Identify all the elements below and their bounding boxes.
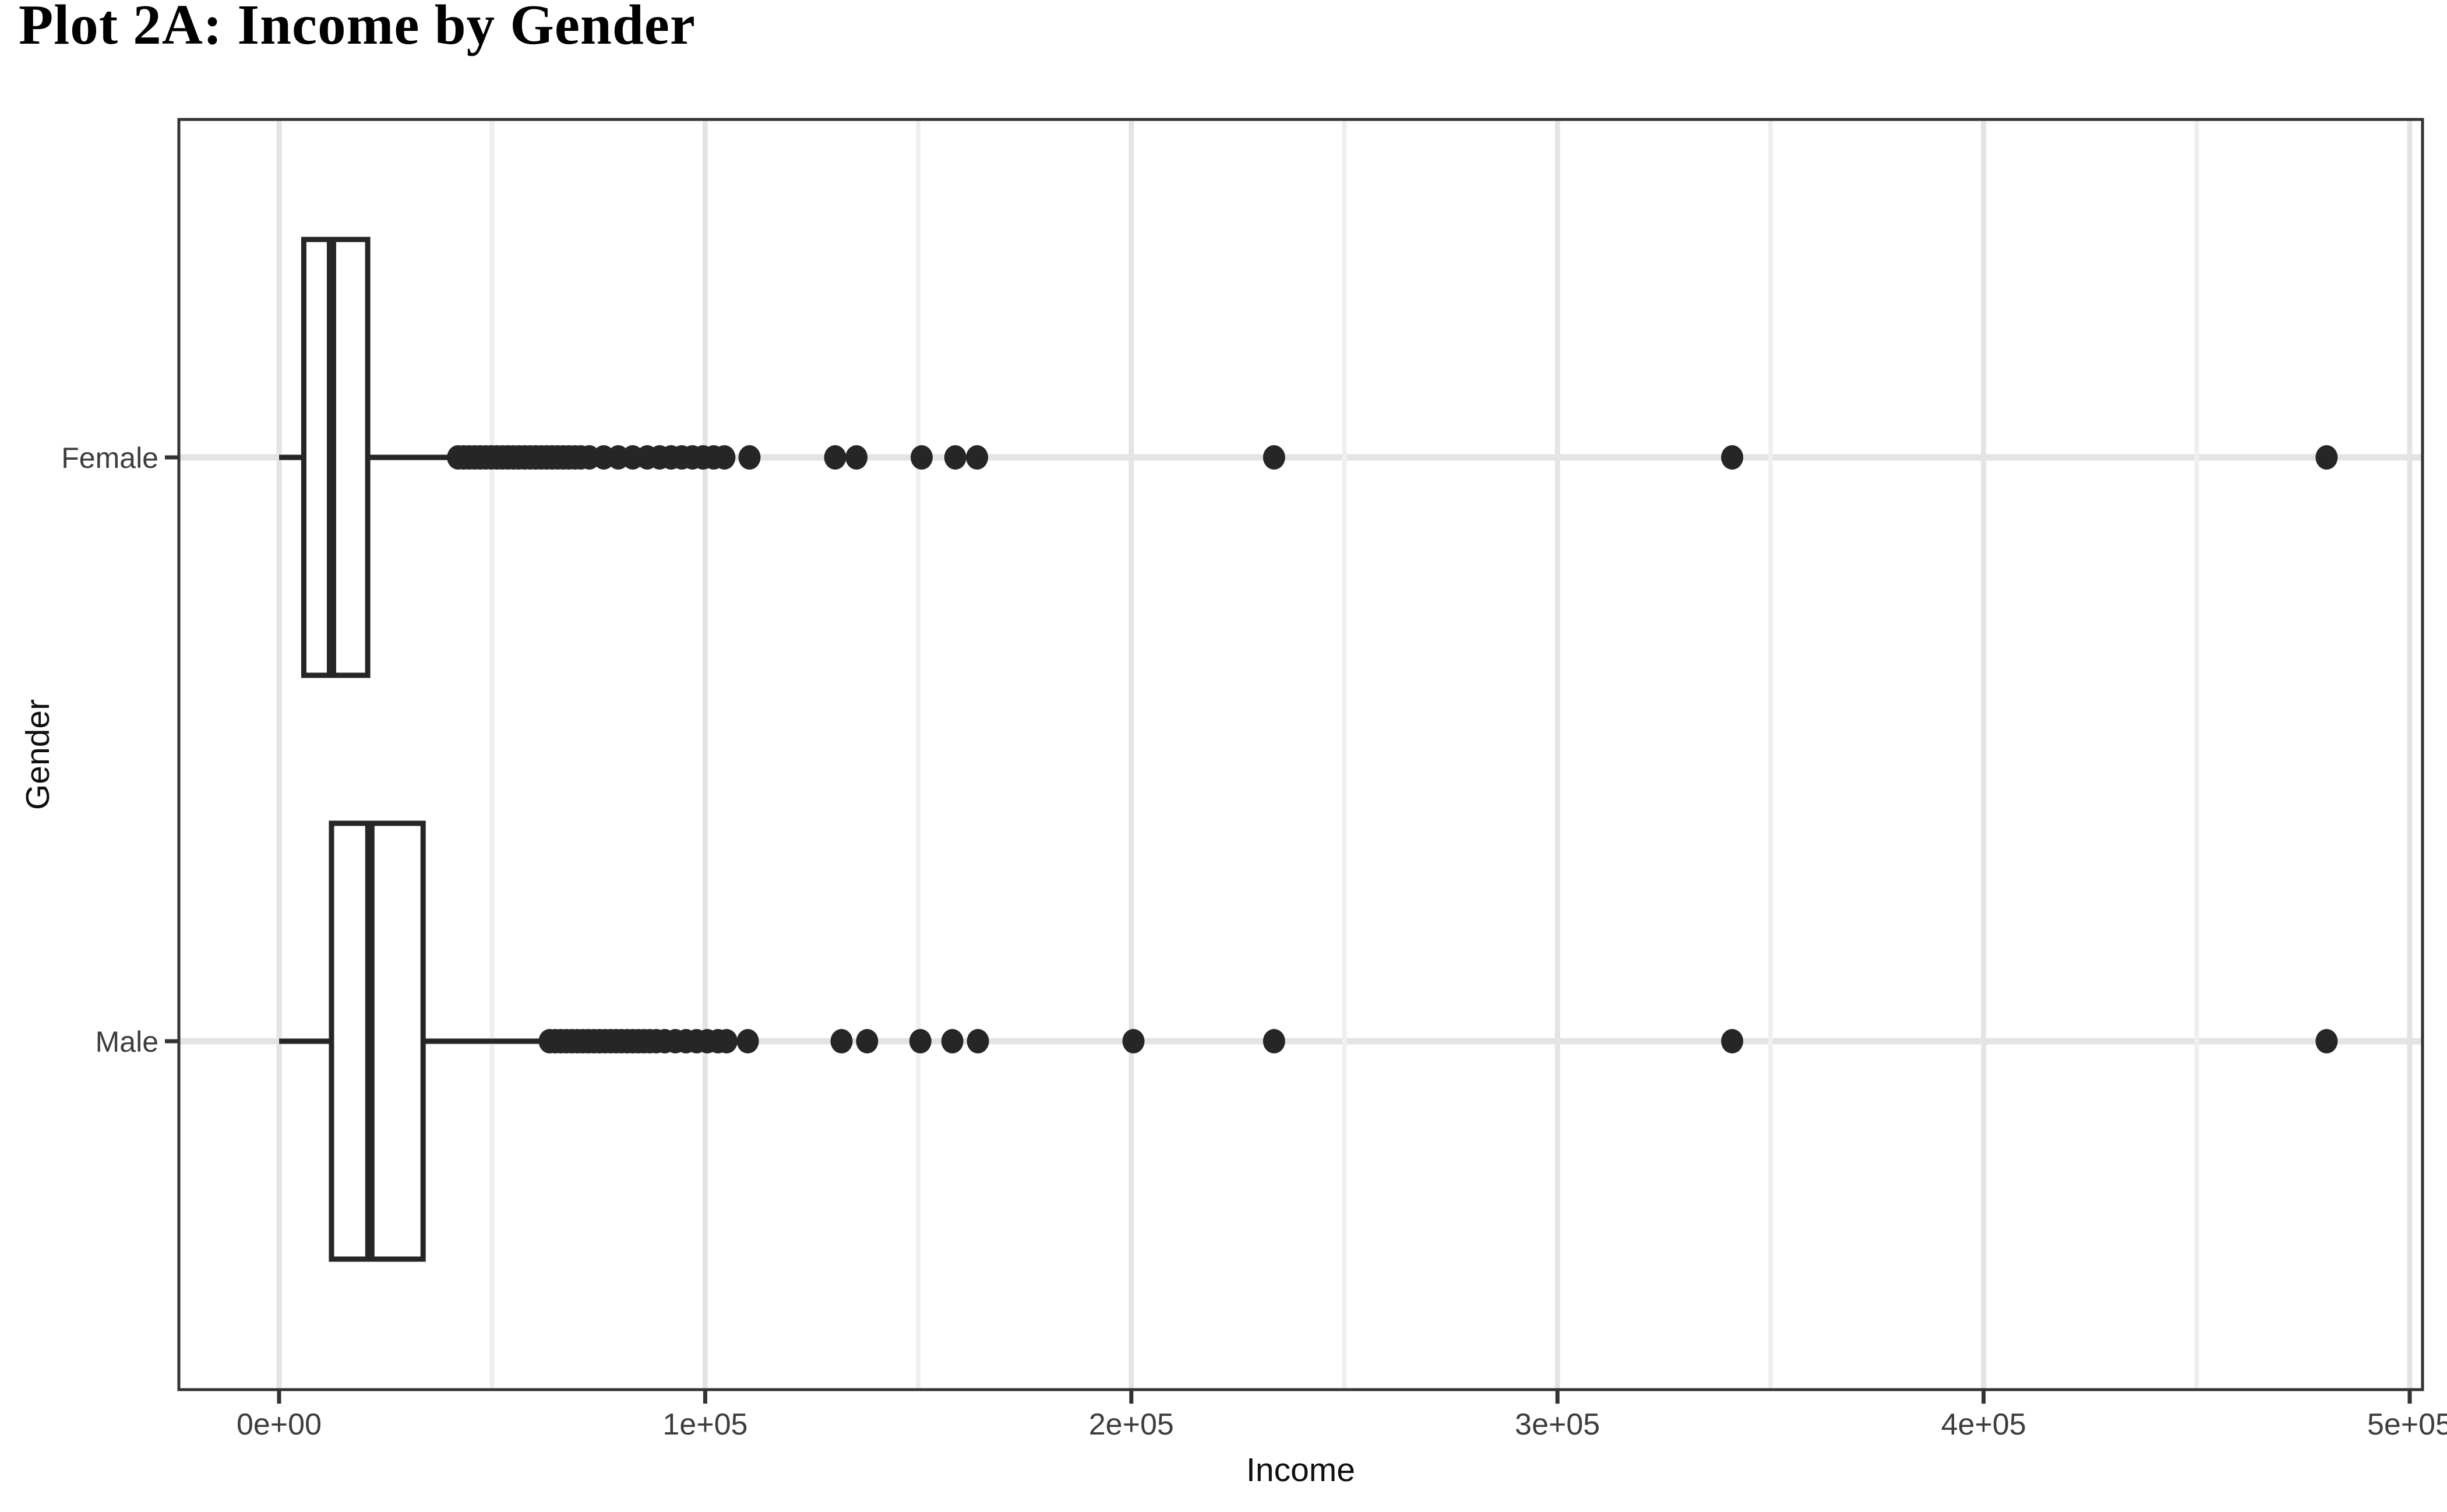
outlier-point-female <box>2315 445 2338 470</box>
x-tick-label: 5e+05 <box>2367 1408 2447 1441</box>
outlier-point-female <box>910 445 933 470</box>
outlier-point-male <box>967 1029 989 1053</box>
x-tick-label: 4e+05 <box>1941 1408 2026 1441</box>
panel-border <box>177 118 2424 1391</box>
y-tick-label-female: Female <box>61 442 158 474</box>
y-axis-title: Gender <box>19 699 57 810</box>
outlier-point-female <box>824 445 847 470</box>
outlier-point-female <box>944 445 967 470</box>
outlier-point-female <box>1263 445 1285 470</box>
chart-title: Plot 2A: Income by Gender <box>19 0 696 56</box>
outlier-point-male <box>1263 1029 1285 1053</box>
x-tick-label: 0e+00 <box>237 1408 322 1441</box>
outlier-point-female <box>845 445 868 470</box>
y-tick-label-male: Male <box>96 1025 158 1058</box>
outlier-point-female <box>738 445 761 470</box>
outlier-point-female <box>1721 445 1744 470</box>
outlier-point-male <box>2315 1029 2338 1053</box>
panel-background <box>179 119 2423 1390</box>
outlier-point-female <box>713 445 736 470</box>
x-tick-label: 3e+05 <box>1515 1408 1600 1441</box>
box-male <box>329 820 426 1262</box>
x-tick-label: 2e+05 <box>1089 1408 1174 1441</box>
outlier-point-male <box>1122 1029 1145 1053</box>
outlier-point-male <box>830 1029 853 1053</box>
outlier-point-male <box>941 1029 964 1053</box>
outlier-point-male <box>856 1029 879 1053</box>
outlier-point-male <box>1721 1029 1744 1053</box>
outlier-point-female <box>966 445 989 470</box>
x-axis-title: Income <box>1246 1451 1355 1489</box>
outlier-point-male <box>736 1029 759 1053</box>
outlier-point-male <box>715 1029 738 1053</box>
x-tick-label: 1e+05 <box>662 1408 748 1441</box>
outlier-point-male <box>909 1029 932 1053</box>
